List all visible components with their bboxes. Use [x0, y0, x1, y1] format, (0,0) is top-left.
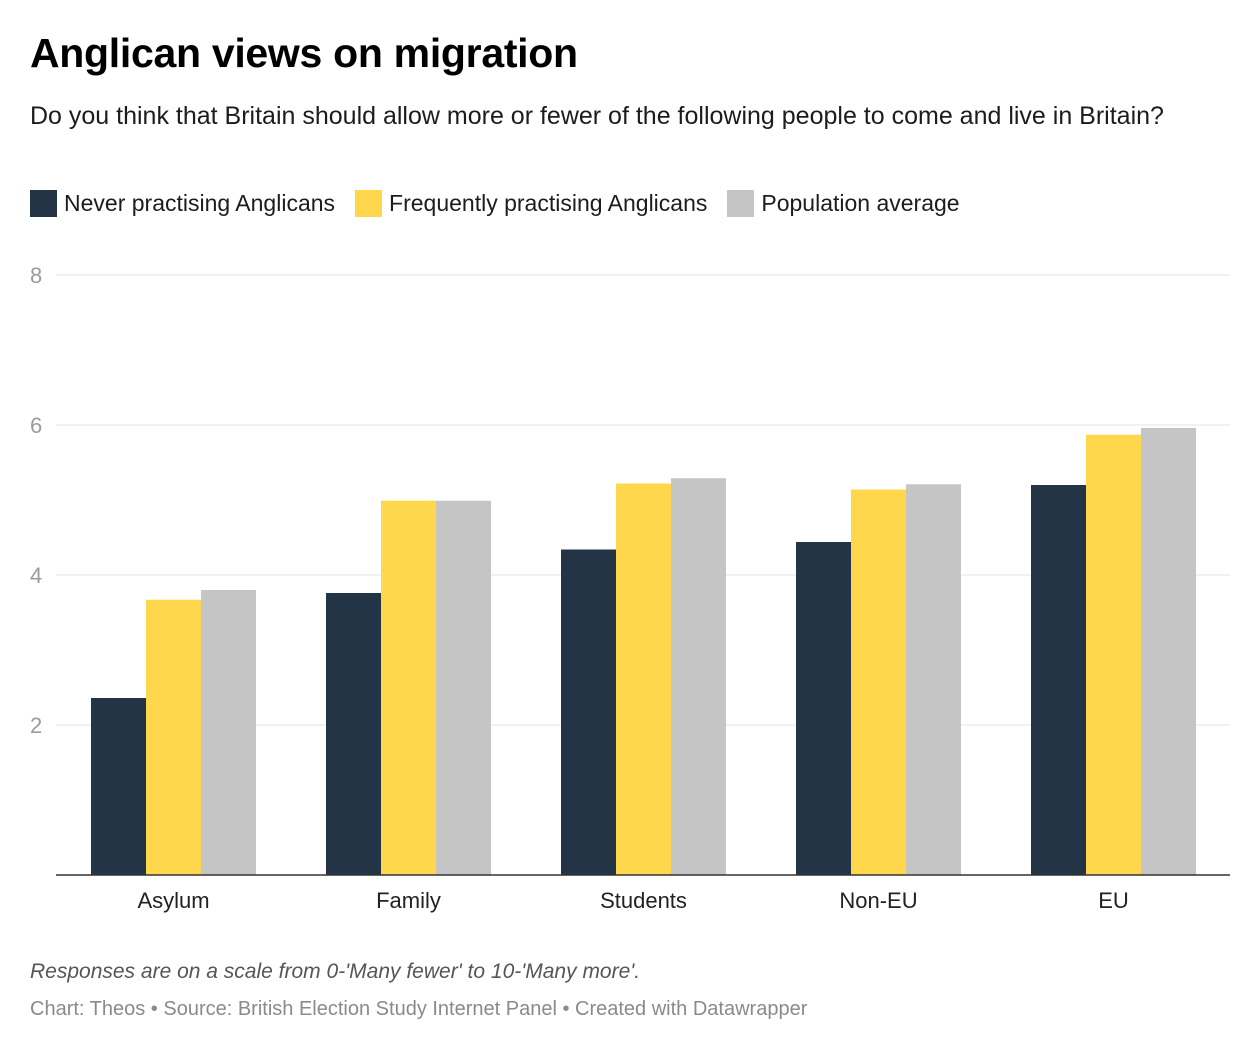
legend-label-population: Population average	[761, 190, 960, 216]
x-tick-label: Students	[600, 888, 687, 913]
bar	[671, 478, 726, 875]
bar	[381, 500, 436, 875]
bar-chart: 2 4 6 8 Asylum Family Students Non-EU EU	[30, 263, 1230, 913]
bar	[561, 549, 616, 875]
legend: Never practising Anglicans Frequently pr…	[30, 190, 980, 217]
x-tick-label: Asylum	[137, 888, 209, 913]
bar	[616, 483, 671, 875]
legend-item-never: Never practising Anglicans	[30, 190, 335, 217]
bar	[146, 599, 201, 875]
bar	[796, 542, 851, 875]
y-tick-label: 4	[30, 563, 42, 588]
bar	[851, 489, 906, 875]
chart-title: Anglican views on migration	[30, 30, 578, 76]
bar	[436, 500, 491, 875]
y-tick-label: 6	[30, 413, 42, 438]
x-tick-label: Family	[376, 888, 441, 913]
bar	[201, 590, 256, 875]
legend-swatch-population	[727, 190, 755, 217]
legend-label-never: Never practising Anglicans	[64, 190, 336, 216]
chart-footer: Chart: Theos • Source: British Election …	[30, 998, 808, 1020]
bar	[906, 484, 961, 875]
legend-label-frequent: Frequently practising Anglicans	[389, 190, 708, 216]
legend-item-frequent: Frequently practising Anglicans	[355, 190, 707, 217]
legend-item-population: Population average	[727, 190, 960, 217]
y-tick-label: 8	[30, 263, 42, 288]
bar	[1031, 485, 1086, 875]
legend-swatch-frequent	[355, 190, 383, 217]
bar	[1141, 428, 1196, 875]
bar	[1086, 434, 1141, 875]
bar	[326, 593, 381, 875]
chart-subtitle: Do you think that Britain should allow m…	[30, 102, 1164, 130]
legend-swatch-never	[30, 190, 57, 217]
x-tick-label: Non-EU	[839, 888, 917, 913]
x-tick-label: EU	[1098, 888, 1129, 913]
chart-note: Responses are on a scale from 0-'Many fe…	[30, 960, 641, 983]
bar	[91, 698, 146, 875]
y-tick-label: 2	[30, 713, 42, 738]
